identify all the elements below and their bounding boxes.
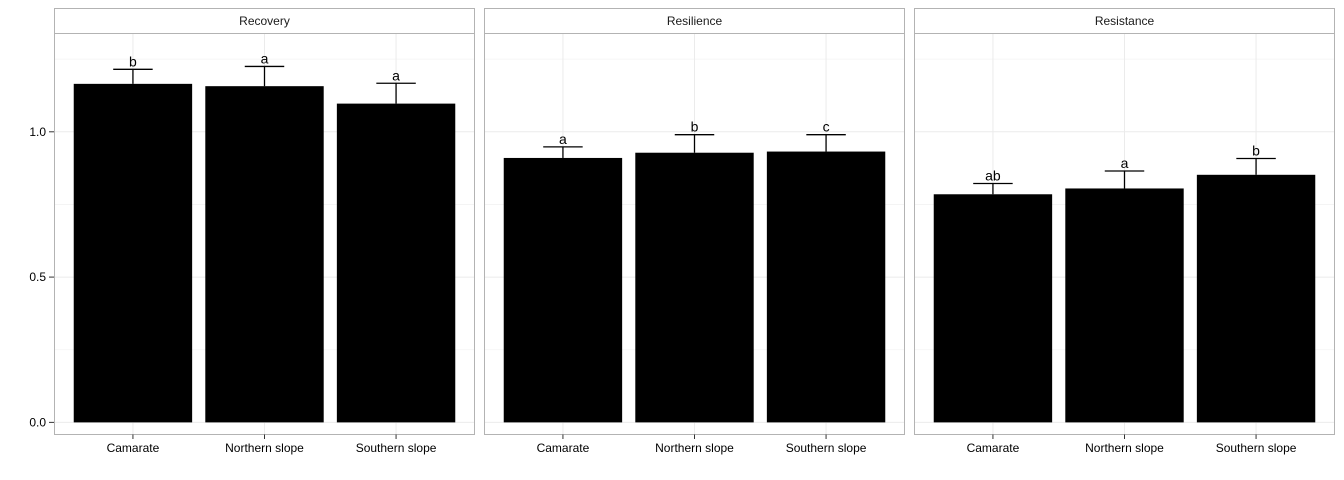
- bar: [635, 152, 754, 423]
- strip-background: [484, 8, 905, 34]
- strip-title: Resistance: [1095, 14, 1155, 28]
- x-tick-label: Camarate: [967, 441, 1020, 455]
- significance-letter: a: [392, 67, 400, 83]
- x-tick-label: Camarate: [107, 441, 160, 455]
- strip-title: Resilience: [667, 14, 723, 28]
- significance-letter: c: [823, 119, 830, 135]
- panel-recovery: Recovery b a a Camarate Northern slope Souther…: [54, 8, 475, 455]
- panel-resilience: Resilience a b c Camarate Northern slope South…: [484, 8, 905, 455]
- x-tick-label: Southern slope: [356, 441, 437, 455]
- significance-letter: b: [691, 119, 699, 135]
- x-tick-label: Northern slope: [655, 441, 734, 455]
- y-tick-label: 1.0: [29, 125, 46, 139]
- bar: [1065, 188, 1184, 423]
- x-tick-label: Southern slope: [786, 441, 867, 455]
- strip-title: Recovery: [239, 14, 290, 28]
- facet-panels: Recovery b a a Camarate Northern slope Souther…: [54, 8, 1335, 455]
- significance-letter: a: [559, 131, 567, 147]
- significance-letter: a: [1121, 155, 1129, 171]
- bar: [73, 83, 193, 423]
- significance-letter: ab: [985, 168, 1001, 184]
- y-tick-label: 0.0: [29, 415, 46, 429]
- significance-letter: b: [129, 53, 137, 69]
- x-tick-label: Camarate: [537, 441, 590, 455]
- significance-letter: b: [1252, 143, 1260, 159]
- bar: [766, 151, 886, 423]
- x-tick-label: Northern slope: [1085, 441, 1164, 455]
- strip-background: [54, 8, 475, 34]
- significance-letter: a: [261, 50, 269, 66]
- bar: [503, 157, 623, 423]
- bar: [1196, 174, 1316, 423]
- x-tick-label: Southern slope: [1216, 441, 1297, 455]
- y-tick-label: 0.5: [29, 270, 46, 284]
- strip-background: [914, 8, 1335, 34]
- bar: [336, 103, 456, 423]
- x-tick-label: Northern slope: [225, 441, 304, 455]
- bar: [205, 86, 324, 423]
- bar: [933, 194, 1053, 423]
- y-axis: 0.0 0.5 1.0: [29, 125, 54, 429]
